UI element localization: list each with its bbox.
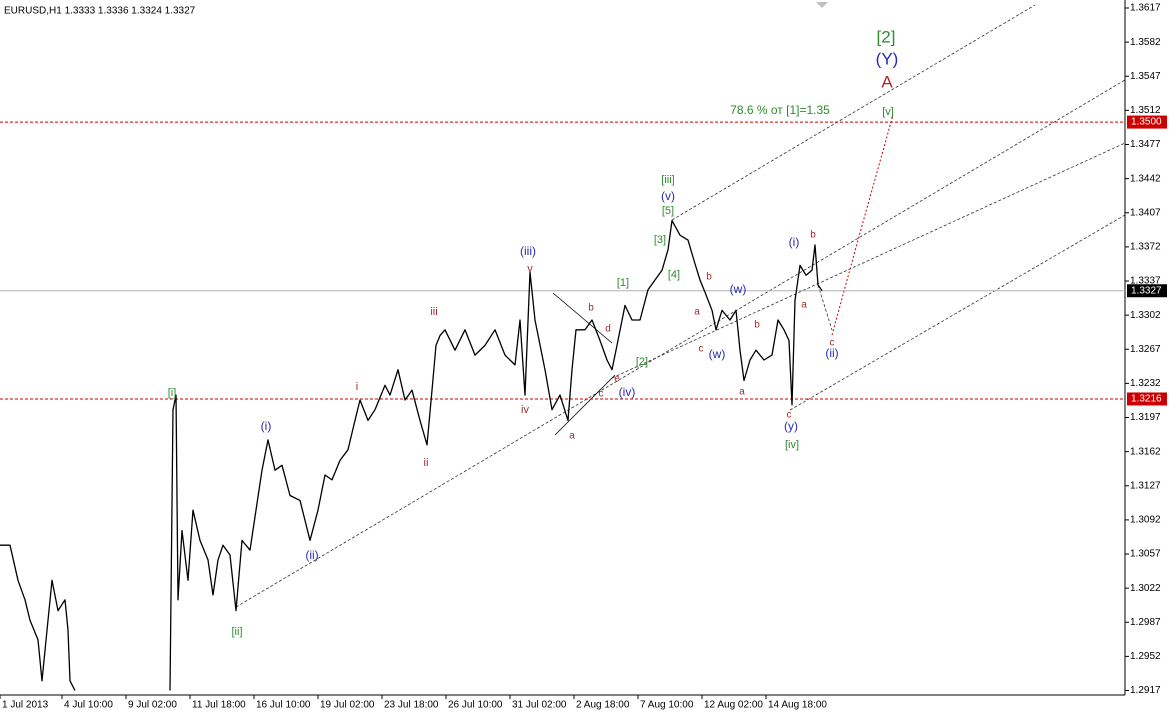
y-tick-label: 1.3092 — [1130, 515, 1161, 526]
wave-label: (v) — [661, 189, 675, 203]
wave-label: 78.6 % от [1]=1.35 — [730, 103, 830, 117]
y-tick-label: 1.3127 — [1130, 480, 1161, 491]
y-tick-label: 1.3442 — [1130, 173, 1161, 184]
wave-label: c — [830, 338, 835, 349]
wave-label: b — [588, 303, 594, 314]
wave-label: b — [754, 320, 760, 331]
projection-line — [831, 114, 894, 336]
wave-label: a — [569, 431, 575, 442]
trend-line — [552, 292, 613, 344]
y-tick-label: 1.3267 — [1130, 344, 1161, 355]
x-tick-label: 1 Jul 2013 — [2, 700, 49, 711]
x-tick-label: 26 Jul 10:00 — [448, 700, 503, 711]
x-tick-label: 11 Jul 18:00 — [192, 700, 246, 711]
wave-label: e — [614, 374, 620, 385]
wave-label: [i] — [168, 387, 177, 399]
channel-line — [235, 79, 1126, 608]
y-tick-label: 1.2952 — [1130, 651, 1161, 662]
x-tick-label: 14 Aug 18:00 — [768, 700, 827, 711]
y-tick-label: 1.3477 — [1130, 139, 1161, 150]
y-tick-label: 1.3512 — [1130, 105, 1161, 116]
wave-label: ii — [424, 457, 429, 469]
wave-label: [1] — [617, 277, 629, 289]
y-tick-label: 1.2987 — [1130, 617, 1161, 628]
channel-line — [671, 4, 1036, 221]
wave-label: [iii] — [661, 174, 674, 186]
x-tick-label: 19 Jul 02:00 — [320, 700, 375, 711]
wave-label: a — [739, 387, 745, 398]
wave-label: [ii] — [232, 626, 243, 638]
y-tick-label: 1.3162 — [1130, 446, 1161, 457]
wave-label: (i) — [789, 235, 800, 249]
wave-label: (ii) — [305, 548, 318, 562]
y-tick-label: 1.3337 — [1130, 276, 1161, 287]
x-tick-label: 2 Aug 18:00 — [576, 700, 630, 711]
y-tick-label: 1.3232 — [1130, 378, 1161, 389]
x-tick-label: 31 Jul 02:00 — [512, 700, 567, 711]
wave-label: [3] — [654, 234, 666, 246]
y-tick-label: 1.3372 — [1130, 242, 1161, 253]
wave-label: (ii) — [825, 346, 838, 360]
y-tick-label: 1.3057 — [1130, 549, 1161, 560]
wave-label: a — [694, 307, 700, 318]
wave-label: (Y) — [876, 49, 899, 68]
wave-label: a — [801, 300, 807, 311]
wave-label: b — [810, 230, 816, 241]
y-tick-label: 1.3022 — [1130, 583, 1161, 594]
wave-label: [4] — [668, 269, 680, 281]
wave-label: c — [599, 389, 604, 400]
x-tick-label: 4 Jul 10:00 — [64, 700, 113, 711]
channel-line — [611, 142, 1126, 379]
wave-label: [v] — [882, 106, 894, 118]
wave-label: v — [527, 263, 533, 275]
wave-label: (i) — [261, 419, 272, 433]
wave-label: iv — [521, 404, 529, 416]
level-box — [1127, 284, 1167, 298]
level-box — [1127, 392, 1167, 406]
x-tick-label: 9 Jul 02:00 — [128, 700, 177, 711]
projection-line — [817, 284, 833, 331]
chart-title: EURUSD,H1 1.3333 1.3336 1.3324 1.3327 — [4, 6, 196, 17]
level-box — [1127, 115, 1167, 129]
y-tick-label: 1.3547 — [1130, 71, 1161, 82]
wave-label: c — [699, 344, 704, 355]
y-tick-label: 1.3197 — [1130, 412, 1161, 423]
y-tick-label: 1.3582 — [1130, 37, 1161, 48]
channel-lines — [235, 4, 1126, 608]
wave-label: [2] — [636, 356, 648, 368]
level-label: 1.3327 — [1131, 285, 1162, 296]
wave-label: [2] — [877, 27, 896, 46]
y-tick-label: 1.2917 — [1130, 685, 1161, 696]
y-tick-label: 1.3407 — [1130, 207, 1161, 218]
wave-label: c — [787, 410, 792, 421]
wave-label: b — [706, 272, 712, 283]
level-label: 1.3500 — [1131, 117, 1162, 128]
y-tick-label: 1.3302 — [1130, 310, 1161, 321]
wave-label: A — [881, 72, 893, 91]
wave-label: (w) — [730, 282, 747, 296]
x-tick-label: 23 Jul 18:00 — [384, 700, 439, 711]
trend-line — [554, 374, 616, 436]
wave-label: (iv) — [619, 385, 636, 399]
x-tick-label: 16 Jul 10:00 — [256, 700, 311, 711]
wave-label: iii — [430, 306, 437, 318]
wave-label: i — [356, 381, 358, 393]
wave-label: (y) — [784, 419, 798, 433]
wave-label: [5] — [662, 205, 674, 217]
price-line — [0, 219, 823, 691]
y-tick-label: 1.3617 — [1130, 3, 1161, 14]
level-label: 1.3216 — [1131, 394, 1162, 405]
shift-marker — [816, 2, 828, 8]
x-tick-label: 12 Aug 02:00 — [704, 700, 763, 711]
wave-label: (iii) — [520, 244, 536, 258]
wave-label: (w) — [709, 347, 726, 361]
wave-label: [iv] — [785, 439, 799, 451]
wave-label: d — [605, 324, 611, 335]
x-tick-label: 7 Aug 10:00 — [640, 700, 694, 711]
